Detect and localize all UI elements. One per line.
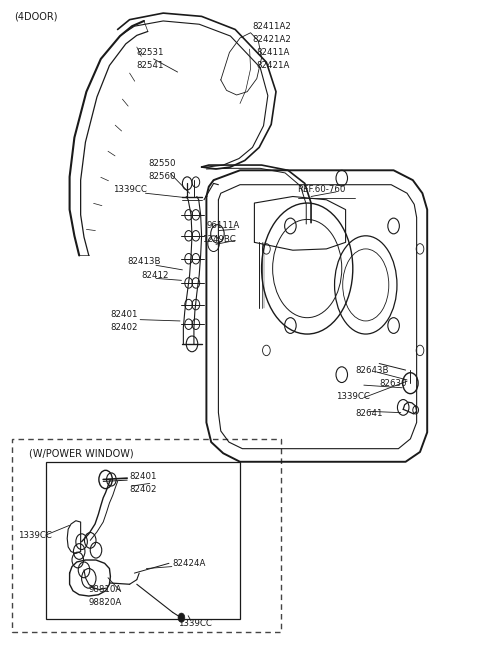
Circle shape (178, 613, 185, 622)
Text: 82411A2: 82411A2 (252, 22, 291, 31)
Text: (W/POWER WINDOW): (W/POWER WINDOW) (29, 449, 133, 459)
Text: 82630: 82630 (379, 379, 407, 388)
Text: 82641: 82641 (355, 409, 383, 419)
Text: 1249BC: 1249BC (202, 234, 235, 244)
Bar (12, 439, 281, 632)
Text: 82421A2: 82421A2 (252, 35, 291, 44)
Text: 1339CC: 1339CC (18, 531, 52, 540)
Text: REF.60-760: REF.60-760 (298, 185, 346, 195)
Text: 96111A: 96111A (206, 221, 240, 231)
Text: 82550: 82550 (149, 159, 176, 168)
Text: 82531: 82531 (137, 48, 164, 57)
Text: 82413B: 82413B (127, 257, 161, 267)
Text: 82541: 82541 (137, 61, 164, 70)
Text: 98810A: 98810A (89, 585, 122, 594)
Text: 1339CC: 1339CC (178, 619, 212, 628)
Text: 82643B: 82643B (355, 365, 389, 375)
Text: 82411A: 82411A (257, 48, 290, 57)
Text: 82421A: 82421A (257, 61, 290, 70)
Text: (4DOOR): (4DOOR) (14, 11, 58, 22)
Text: 1339CC: 1339CC (336, 392, 370, 401)
Text: 82412: 82412 (142, 271, 169, 280)
Bar (46, 462, 240, 619)
Text: 82402: 82402 (110, 323, 138, 332)
Text: 82424A: 82424A (173, 559, 206, 568)
Text: 98820A: 98820A (89, 598, 122, 607)
Text: 82401: 82401 (130, 472, 157, 481)
Text: 82560: 82560 (149, 172, 176, 181)
Text: 1339CC: 1339CC (113, 185, 147, 195)
Text: 82402: 82402 (130, 485, 157, 495)
Text: 82401: 82401 (110, 310, 138, 319)
